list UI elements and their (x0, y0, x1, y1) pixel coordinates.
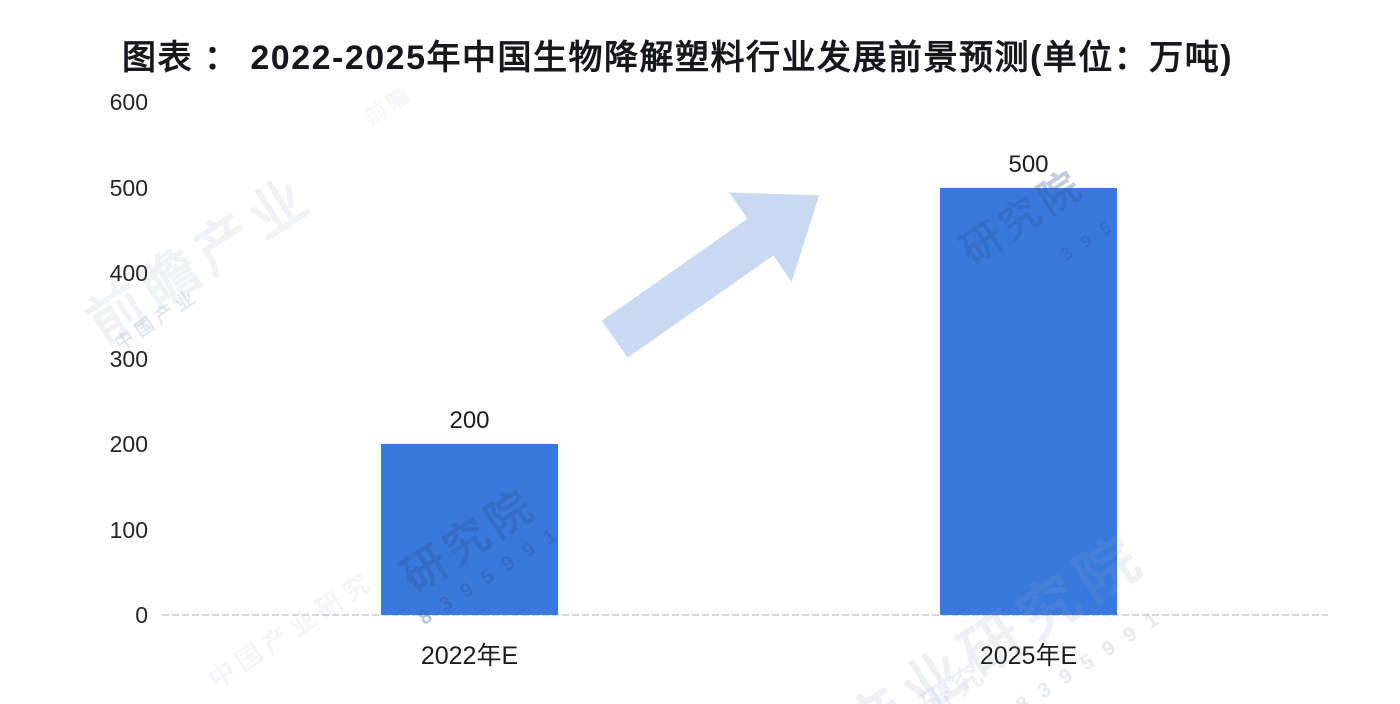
y-axis-tick: 600 (109, 89, 148, 115)
x-axis-label-2025: 2025年E (979, 642, 1078, 670)
bar-group-2022: 200 2022年E (381, 102, 558, 670)
x-axis-line (162, 614, 1328, 616)
x-axis-label-2022: 2022年E (420, 642, 519, 670)
bar-2022 (381, 444, 558, 615)
y-axis-tick: 500 (109, 174, 148, 201)
growth-arrow-icon (601, 192, 820, 358)
plot-area: 200 2022年E 500 2025年E (162, 102, 1330, 670)
y-axis-tick: 0 (135, 602, 148, 628)
y-axis-tick: 100 (109, 516, 148, 543)
y-axis-tick: 400 (109, 260, 148, 286)
bar-group-2025: 500 2025年E (940, 102, 1117, 670)
y-axis-tick: 200 (109, 431, 148, 457)
bar-value-label: 500 (1008, 150, 1049, 178)
y-axis-tick: 300 (109, 345, 148, 372)
chart-title: 图表 ： 2022-2025年中国生物降解塑料行业发展前景预测(单位：万吨) (122, 39, 1234, 77)
bar-value-label: 200 (449, 407, 490, 434)
bar-2025 (940, 187, 1117, 615)
y-axis: 600 500 400 300 200 100 0 (96, 89, 162, 628)
